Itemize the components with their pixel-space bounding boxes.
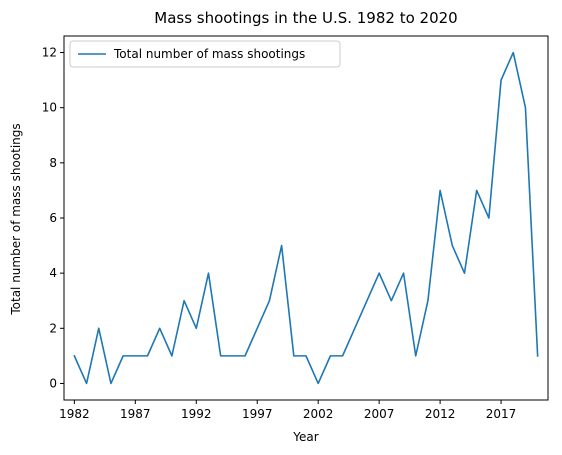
x-tick-label: 1997 xyxy=(242,407,273,421)
x-tick-label: 2002 xyxy=(303,407,334,421)
series-line xyxy=(73,51,539,385)
y-tick-label: 12 xyxy=(42,46,57,60)
axes-frame xyxy=(63,35,549,401)
x-tick-label: 1987 xyxy=(120,407,151,421)
y-tick-label: 4 xyxy=(49,266,57,280)
y-tick-label: 10 xyxy=(42,101,57,115)
y-tick-label: 8 xyxy=(49,156,57,170)
x-tick-label: 1992 xyxy=(181,407,212,421)
x-axis-label: Year xyxy=(292,430,318,444)
y-axis-label: Total number of mass shootings xyxy=(9,123,23,315)
x-tick-label: 1982 xyxy=(59,407,90,421)
y-tick-label: 0 xyxy=(49,376,57,390)
x-tick-label: 2007 xyxy=(364,407,395,421)
legend: Total number of mass shootings xyxy=(69,40,341,68)
x-tick-label: 2017 xyxy=(486,407,517,421)
y-tick-label: 2 xyxy=(49,321,57,335)
chart-title: Mass shootings in the U.S. 1982 to 2020 xyxy=(154,9,457,27)
legend-box xyxy=(69,40,341,68)
legend-label: Total number of mass shootings xyxy=(113,47,305,61)
y-tick-label: 6 xyxy=(49,211,57,225)
x-tick-label: 2012 xyxy=(425,407,456,421)
plot-area: 0 2 4 6 8 10 12 1982 1987 1992 1997 2002 2007 2012 201… xyxy=(42,35,549,421)
